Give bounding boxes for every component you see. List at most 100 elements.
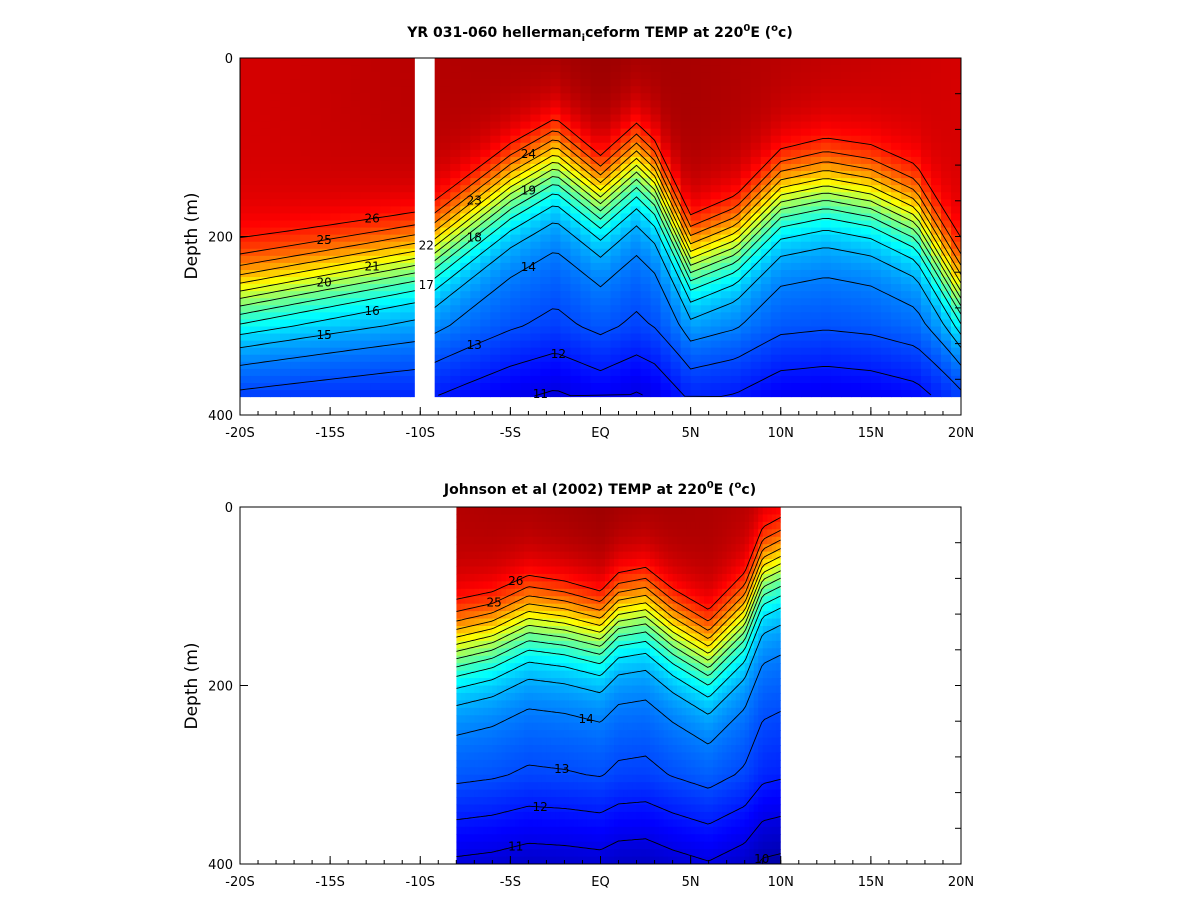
field-cell [860,220,872,229]
field-cell [830,340,842,349]
field-cell [310,65,321,73]
field-cell [950,284,961,292]
field-cell [290,255,301,264]
field-cell [582,536,588,545]
field-cell [660,213,672,222]
field-cell [360,234,371,243]
field-cell [528,789,534,798]
field-cell [568,536,575,545]
field-cell [700,340,712,349]
field-cell [456,722,462,731]
field-cell [840,163,852,172]
field-cell [505,551,511,560]
field-cell [430,128,441,137]
field-cell [950,107,961,116]
field-cell [537,797,543,806]
field-cell [950,206,961,215]
field-cell [478,804,484,813]
field-cell [390,149,401,158]
field-cell [240,114,251,123]
field-cell [460,86,471,94]
field-cell [360,79,371,87]
field-cell [528,551,534,560]
field-cell [470,277,481,285]
field-cell [830,262,842,271]
field-cell [540,192,552,200]
field-cell [600,291,612,299]
field-cell [480,319,491,328]
field-cell [250,93,261,101]
field-cell [310,128,321,137]
field-cell [568,819,575,828]
field-cell [559,715,566,724]
field-cell [820,305,832,313]
field-cell [560,234,572,243]
field-cell [490,241,501,250]
field-cell [460,128,471,137]
field-cell [582,730,588,739]
field-cell [487,849,493,858]
field-cell [890,347,902,356]
field-cell [514,529,520,538]
missing-data-band [414,58,435,415]
field-cell [550,551,557,560]
field-cell [900,333,912,342]
field-cell [510,340,521,349]
field-cell [860,178,872,186]
field-cell [500,234,511,243]
field-cell [514,640,520,649]
field-cell [520,114,532,123]
field-cell [350,135,361,144]
field-cell [582,640,588,649]
field-cell [474,521,480,530]
field-cell [528,588,534,597]
field-cell [790,121,802,130]
field-cell [465,692,471,701]
field-cell [340,79,351,87]
field-cell [510,544,516,553]
field-cell [690,347,702,356]
field-cell [465,514,471,523]
field-cell [670,121,682,130]
field-cell [555,544,561,553]
field-cell [810,375,822,384]
field-cell [465,745,471,754]
contour-label: 19 [521,184,536,198]
field-cell [564,618,570,627]
field-cell [270,58,281,66]
field-cell [910,375,922,384]
field-cell [440,291,451,299]
field-cell [390,93,401,101]
field-cell [760,390,772,398]
field-cell [370,135,381,144]
field-cell [510,640,516,649]
field-cell [710,192,722,200]
field-cell [350,107,361,116]
field-cell [640,361,652,370]
field-cell [469,685,475,694]
field-cell [950,368,961,377]
field-cell [900,241,912,250]
field-cell [890,284,902,292]
field-cell [500,156,511,165]
field-cell [460,544,466,553]
field-cell [483,834,489,843]
field-cell [260,354,271,363]
field-cell [573,826,579,835]
field-cell [496,826,502,835]
field-cell [770,156,782,165]
field-cell [660,72,672,80]
field-cell [800,213,812,222]
field-cell [860,305,872,313]
field-cell [690,255,702,264]
field-cell [780,241,792,250]
field-cell [568,759,575,768]
x-tick-label: -15S [315,426,345,441]
field-cell [300,375,311,384]
field-cell [930,79,942,87]
field-cell [390,142,401,151]
field-cell [514,573,520,582]
field-cell [532,826,539,835]
field-cell [474,767,480,776]
field-cell [800,149,812,158]
